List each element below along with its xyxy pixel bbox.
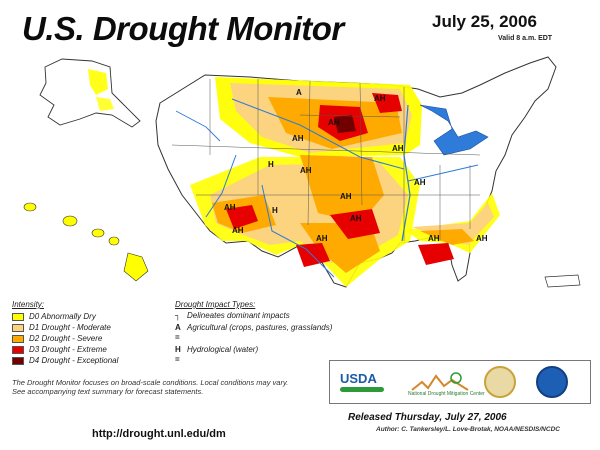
legend-item-d0: D0 Abnormally Dry [12, 311, 172, 322]
legend-item-d4: D4 Drought - Exceptional [12, 355, 172, 366]
hawaii-island-4 [108, 236, 120, 246]
impact-label: AH [328, 118, 340, 127]
hawaii-island-3 [91, 228, 105, 238]
d2-central [300, 155, 384, 223]
impact-text: Delineates dominant impacts [187, 311, 290, 320]
legend-swatch-d2 [12, 334, 24, 343]
impact-heading: Drought Impact Types: [175, 300, 256, 309]
impact-text: Agricultural (crops, pastures, grassland… [187, 323, 333, 332]
alaska-d0-south [96, 97, 114, 111]
usda-logo: USDA [340, 371, 377, 386]
legend-label-d1: D1 Drought - Moderate [29, 323, 111, 332]
impact-label: AH [374, 94, 386, 103]
d3-gulf [418, 243, 454, 265]
hawaii-island-2 [62, 215, 78, 227]
impact-label: AH [292, 134, 304, 143]
impact-labels: A AH AH AH AH AH AH H AH AH AH AH AH AH … [224, 88, 488, 243]
ndmc-name: National Drought Mitigation Center [408, 391, 485, 397]
impact-symbol: H = [175, 345, 181, 364]
d3-texas-south [296, 243, 330, 267]
alaska [39, 58, 141, 128]
river-snake [175, 110, 221, 142]
disclaimer-note: The Drought Monitor focuses on broad-sca… [12, 378, 289, 396]
impact-label: AH [340, 192, 352, 201]
drought-map: A AH AH AH AH AH AH H AH AH AH AH AH AH … [23, 56, 581, 288]
impact-item: H = Hydrological (water) [175, 345, 345, 365]
impact-label: AH [232, 226, 244, 235]
river-rio-grande [261, 184, 335, 278]
hawaii [23, 202, 149, 282]
river-missouri [231, 98, 405, 170]
impact-label: AH [476, 234, 488, 243]
website-link[interactable]: http://drought.unl.edu/dm [92, 428, 226, 440]
legend-item-d2: D2 Drought - Severe [12, 333, 172, 344]
impact-label: AH [224, 203, 236, 212]
legend-label-d3: D3 Drought - Extreme [29, 345, 107, 354]
intensity-legend: Intensity: D0 Abnormally Dry D1 Drought … [12, 300, 172, 366]
d4-dakotas [334, 115, 356, 133]
legend-label-d0: D0 Abnormally Dry [29, 312, 96, 321]
conus: A AH AH AH AH AH AH H AH AH AH AH AH AH … [155, 56, 557, 288]
impact-label: H [272, 206, 278, 215]
legend-item-d3: D3 Drought - Extreme [12, 344, 172, 355]
impact-label: A [296, 88, 302, 97]
impact-label: H [268, 160, 274, 169]
impact-label: AH [428, 234, 440, 243]
legend-swatch-d4 [12, 356, 24, 365]
hawaii-island-5 [123, 252, 149, 282]
legend-label-d2: D2 Drought - Severe [29, 334, 103, 343]
impact-text: Hydrological (water) [187, 345, 259, 354]
legend-swatch-d0 [12, 312, 24, 321]
d0-southeast [405, 193, 500, 253]
noaa-seal-icon [536, 366, 568, 398]
map-title: U.S. Drought Monitor [22, 10, 344, 47]
alaska-landmass [39, 58, 141, 128]
impact-item: A = Agricultural (crops, pastures, grass… [175, 323, 345, 343]
d3-oklahoma [330, 209, 380, 239]
d2-southeast [420, 229, 474, 245]
river-colorado [205, 154, 237, 218]
great-lakes [419, 104, 489, 156]
ndmc-logo-icon [411, 372, 469, 391]
commerce-seal-icon [484, 366, 516, 398]
state-lines [171, 79, 481, 241]
author-credit: Author: C. Tankersley/L. Love-Brotak, NO… [376, 426, 560, 433]
intensity-heading: Intensity: [12, 300, 45, 309]
impact-item: ┐ Delineates dominant impacts [175, 311, 345, 321]
legend-swatch-d3 [12, 345, 24, 354]
alaska-d0 [88, 69, 108, 95]
impact-label: AH [392, 144, 404, 153]
impact-label: AH [316, 234, 328, 243]
legend-label-d4: D4 Drought - Exceptional [29, 356, 119, 365]
impact-label: AH [300, 166, 312, 175]
legend-swatch-d1 [12, 323, 24, 332]
release-date: Released Thursday, July 27, 2006 [348, 412, 507, 423]
river-ohio [407, 164, 479, 182]
impact-label: AH [350, 214, 362, 223]
impact-label: AH [414, 178, 426, 187]
map-date: July 25, 2006 [432, 12, 537, 31]
d3-arizona [226, 205, 258, 229]
impact-line-icon: ┐ [175, 311, 181, 320]
river-mississippi [401, 104, 411, 242]
hawaii-island-1 [23, 202, 37, 212]
impact-legend: Drought Impact Types: ┐ Delineates domin… [175, 300, 345, 365]
usda-wave-icon [340, 387, 384, 392]
impact-symbol: A = [175, 323, 181, 342]
valid-time: Valid 8 a.m. EDT [498, 35, 553, 42]
agency-logos: USDA National Drought Mitigation Center [329, 360, 591, 404]
legend-item-d1: D1 Drought - Moderate [12, 322, 172, 333]
d3-minnesota [372, 93, 402, 113]
puerto-rico [544, 274, 581, 288]
